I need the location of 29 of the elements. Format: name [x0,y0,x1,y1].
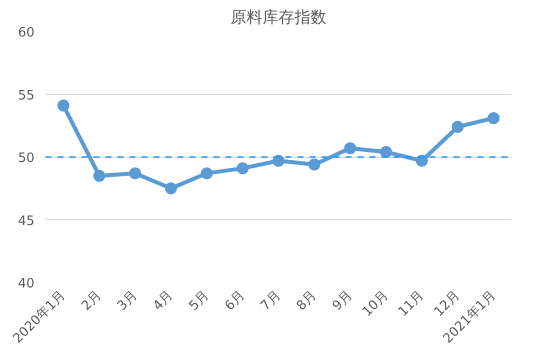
point [380,146,392,158]
y-tick-label: 45 [18,214,35,229]
x-tick-label: 2月 [78,288,105,314]
point [164,182,177,194]
point [452,120,464,133]
chart-title: 原料库存指数 [230,8,326,26]
point [93,170,106,182]
y-tick-label: 50 [18,151,35,166]
point [272,154,284,167]
point [488,112,500,124]
x-tick-label: 9月 [330,288,356,314]
point [236,162,249,174]
x-tick-label: 5月 [186,288,212,314]
x-tick-label: 3月 [114,288,140,314]
point [57,100,70,112]
x-tick-label: 4月 [150,288,176,314]
y-tick-label: 40 [18,276,35,292]
point [129,167,142,180]
x-tick-label: 8月 [294,288,320,314]
point [416,154,428,167]
x-tick-label: 6月 [222,288,248,314]
x-tick-label: 10月 [360,288,392,320]
y-tick-label: 60 [18,26,35,40]
point [308,158,320,171]
y-tick-label: 55 [18,88,35,104]
x-tick-label: 11月 [396,288,428,320]
x-tick-label: 7月 [258,288,284,314]
point [344,142,356,154]
point [200,167,213,180]
